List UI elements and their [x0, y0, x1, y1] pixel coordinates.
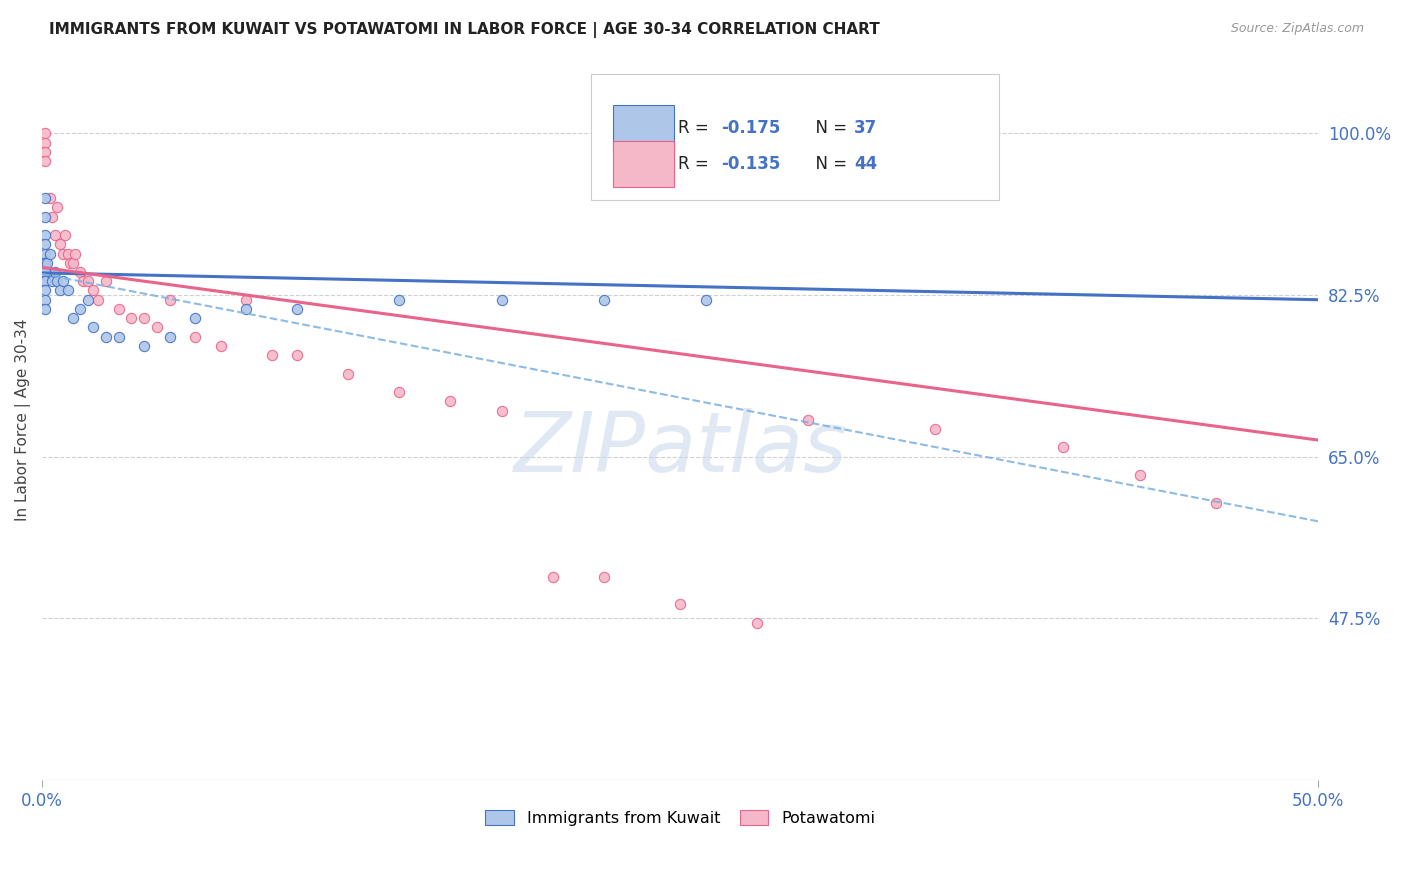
Point: [491, 403, 513, 417]
Point: [134, 311, 156, 326]
Legend: Immigrants from Kuwait, Potawatomi: Immigrants from Kuwait, Potawatomi: [485, 810, 875, 826]
Point: [34, 136, 56, 150]
Text: -0.175: -0.175: [721, 119, 780, 137]
Point: [34, 293, 56, 307]
Point: [1205, 496, 1227, 510]
Point: [69, 301, 91, 316]
Point: [924, 422, 946, 436]
Text: N =: N =: [806, 155, 852, 173]
Point: [82, 320, 104, 334]
Text: Source: ZipAtlas.com: Source: ZipAtlas.com: [1230, 22, 1364, 36]
Point: [260, 348, 283, 362]
Point: [285, 348, 308, 362]
Text: R =: R =: [678, 155, 714, 173]
Point: [34, 274, 56, 288]
Point: [72, 274, 94, 288]
Point: [94, 329, 117, 343]
Text: -0.135: -0.135: [721, 155, 780, 173]
Point: [94, 274, 117, 288]
FancyBboxPatch shape: [613, 141, 673, 187]
Text: 37: 37: [853, 119, 877, 137]
Point: [120, 311, 142, 326]
Point: [46, 200, 69, 214]
Point: [159, 293, 181, 307]
Point: [49, 284, 72, 298]
Point: [34, 274, 56, 288]
Point: [77, 274, 100, 288]
Point: [77, 293, 100, 307]
Point: [439, 394, 461, 409]
Point: [146, 320, 169, 334]
Point: [59, 256, 82, 270]
Point: [51, 274, 73, 288]
Text: ZIPatlas: ZIPatlas: [513, 409, 846, 489]
Point: [541, 570, 564, 584]
Point: [184, 329, 207, 343]
Point: [41, 274, 63, 288]
Point: [69, 265, 91, 279]
Point: [34, 256, 56, 270]
Point: [388, 385, 411, 400]
Point: [34, 265, 56, 279]
Point: [34, 210, 56, 224]
Point: [1052, 441, 1074, 455]
Point: [53, 228, 76, 243]
Point: [1129, 468, 1152, 483]
Point: [235, 301, 257, 316]
Point: [38, 246, 60, 260]
Text: 44: 44: [853, 155, 877, 173]
Point: [285, 301, 308, 316]
Point: [235, 293, 257, 307]
Point: [62, 311, 84, 326]
Point: [184, 311, 207, 326]
Text: R =: R =: [678, 119, 714, 137]
Point: [34, 191, 56, 205]
Point: [56, 246, 79, 260]
Point: [44, 265, 66, 279]
Point: [388, 293, 411, 307]
Point: [34, 265, 56, 279]
Point: [56, 284, 79, 298]
Point: [34, 237, 56, 252]
Point: [337, 367, 360, 381]
Point: [51, 246, 73, 260]
Point: [695, 293, 717, 307]
Point: [134, 339, 156, 353]
Point: [107, 301, 129, 316]
Point: [41, 210, 63, 224]
Point: [34, 284, 56, 298]
Text: IMMIGRANTS FROM KUWAIT VS POTAWATOMI IN LABOR FORCE | AGE 30-34 CORRELATION CHAR: IMMIGRANTS FROM KUWAIT VS POTAWATOMI IN …: [49, 22, 880, 38]
Point: [62, 256, 84, 270]
Point: [34, 228, 56, 243]
Point: [745, 615, 768, 630]
Point: [34, 246, 56, 260]
Point: [592, 570, 614, 584]
Point: [38, 191, 60, 205]
Point: [87, 293, 110, 307]
Text: N =: N =: [806, 119, 852, 137]
FancyBboxPatch shape: [613, 104, 673, 152]
Point: [46, 274, 69, 288]
Point: [49, 237, 72, 252]
Point: [34, 154, 56, 169]
Point: [669, 598, 692, 612]
Point: [797, 413, 820, 427]
Point: [107, 329, 129, 343]
Point: [34, 127, 56, 141]
Point: [82, 284, 104, 298]
Point: [209, 339, 232, 353]
FancyBboxPatch shape: [591, 74, 1000, 200]
Point: [65, 246, 87, 260]
Point: [34, 145, 56, 159]
Point: [34, 301, 56, 316]
Point: [592, 293, 614, 307]
Point: [491, 293, 513, 307]
Point: [34, 256, 56, 270]
Point: [159, 329, 181, 343]
Point: [44, 228, 66, 243]
Y-axis label: In Labor Force | Age 30-34: In Labor Force | Age 30-34: [15, 318, 31, 521]
Point: [37, 256, 59, 270]
